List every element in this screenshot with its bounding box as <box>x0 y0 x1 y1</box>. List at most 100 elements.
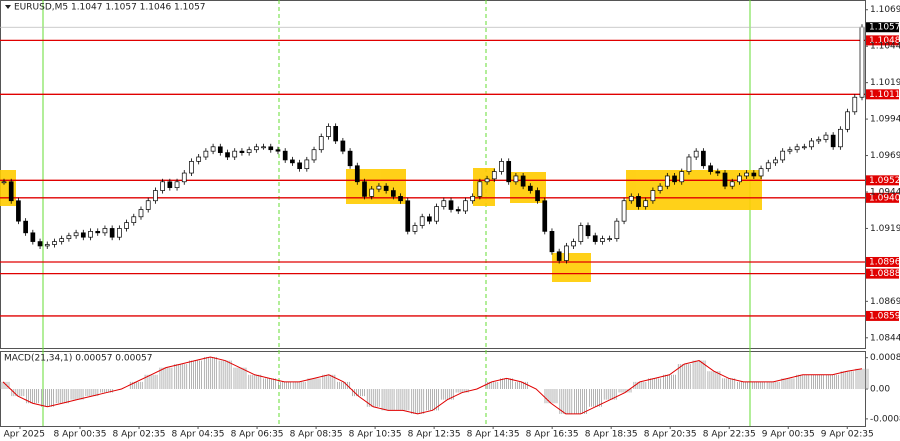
candle <box>290 159 295 164</box>
candle <box>838 128 843 148</box>
candle <box>859 26 865 98</box>
x-tick-label: 8 Apr 22:35 <box>703 430 756 440</box>
candle <box>124 222 129 229</box>
candle <box>816 139 822 142</box>
candle <box>463 200 468 212</box>
y-tick-label: 1.0944 <box>870 187 900 197</box>
candle <box>109 228 115 238</box>
candle <box>794 146 800 151</box>
candle <box>636 196 641 207</box>
y-tick-label: 1.1069 <box>870 5 900 15</box>
macd-title: MACD(21,34,1) 0.00057 0.00057 <box>4 354 153 364</box>
candle <box>376 185 382 190</box>
candle <box>304 159 310 170</box>
x-tick-label: 9 Apr 02:35 <box>821 430 874 440</box>
y-tick-label: 1.0994 <box>870 115 900 125</box>
y-tick-label: 1.1044 <box>870 42 900 52</box>
candle <box>621 200 627 222</box>
candle <box>318 136 324 151</box>
candle <box>347 150 353 167</box>
level-label-bg <box>866 192 899 203</box>
candle <box>751 172 757 177</box>
candle <box>477 181 483 197</box>
candle <box>643 200 649 207</box>
candle <box>203 150 209 158</box>
level-label: 1.0952 <box>869 176 900 186</box>
candle <box>297 162 302 170</box>
level-label-bg <box>866 268 899 279</box>
candle <box>578 225 584 242</box>
candle <box>520 175 526 187</box>
candle <box>398 196 403 202</box>
candle <box>210 146 216 152</box>
candle <box>556 251 562 261</box>
candle <box>600 238 605 242</box>
candle <box>275 149 281 152</box>
level-label: 1.1048 <box>869 36 900 46</box>
candle <box>484 178 490 183</box>
candle <box>744 172 749 177</box>
y-tick-label: 1.1019 <box>870 78 900 88</box>
candle <box>246 149 252 153</box>
candle <box>196 156 202 162</box>
candle <box>823 134 829 140</box>
candle <box>491 171 497 180</box>
x-tick-label: 8 Apr 14:35 <box>467 430 520 440</box>
candle <box>427 216 432 222</box>
candle <box>1 181 7 184</box>
candle <box>787 149 793 152</box>
candle <box>138 209 144 218</box>
level-label: 1.0940 <box>869 193 900 203</box>
candle <box>628 196 634 202</box>
x-tick-label: 8 Apr 08:35 <box>290 430 343 440</box>
candle <box>737 175 742 183</box>
candle <box>333 126 339 142</box>
macd-y-tick-label: -0.00084 <box>870 414 900 424</box>
candle <box>715 171 721 174</box>
x-tick-label: 8 Apr 00:35 <box>54 430 107 440</box>
candle <box>592 235 598 242</box>
candle <box>52 241 57 245</box>
x-tick-label: 8 Apr 06:35 <box>231 430 284 440</box>
candle <box>73 232 79 237</box>
x-tick-label: 8 Apr 16:35 <box>526 430 579 440</box>
candle <box>657 185 663 191</box>
level-label: 1.0896 <box>869 257 900 267</box>
candle <box>527 185 533 191</box>
x-tick-label: 8 Apr 04:35 <box>172 430 225 440</box>
candle <box>607 238 612 241</box>
candle <box>455 209 461 212</box>
candle <box>88 231 93 238</box>
candle <box>30 232 36 242</box>
candle <box>801 146 807 149</box>
macd-y-tick-label: 0.00 <box>870 385 890 395</box>
candle <box>261 146 266 149</box>
candle <box>95 231 101 234</box>
candle <box>614 220 620 240</box>
menu-icon <box>5 5 11 9</box>
candle <box>282 150 288 161</box>
candle <box>780 150 786 161</box>
level-label-bg <box>866 256 899 267</box>
current-price-bg <box>866 22 899 33</box>
candle <box>167 181 173 188</box>
candle <box>765 162 771 170</box>
levels: 1.1048 1.1011 1.0952 1.0940 1.0896 1.0888 1.08… <box>0 35 900 321</box>
candle <box>693 150 699 158</box>
candle <box>311 149 317 161</box>
candle <box>102 228 108 234</box>
candle <box>66 235 72 240</box>
level-label-bg <box>866 89 899 100</box>
candle <box>225 152 230 158</box>
candle <box>830 134 836 148</box>
x-tick-label: 8 Apr 12:35 <box>408 430 461 440</box>
candle <box>470 196 476 202</box>
current-price-label: 1.1057 <box>869 23 900 33</box>
x-tick-label: 7 Apr 2025 <box>0 430 45 440</box>
candle <box>650 190 656 202</box>
candle <box>254 146 259 151</box>
level-label: 1.0859 <box>869 311 900 321</box>
candle <box>8 181 14 202</box>
candle <box>80 232 86 238</box>
candle <box>758 168 764 177</box>
